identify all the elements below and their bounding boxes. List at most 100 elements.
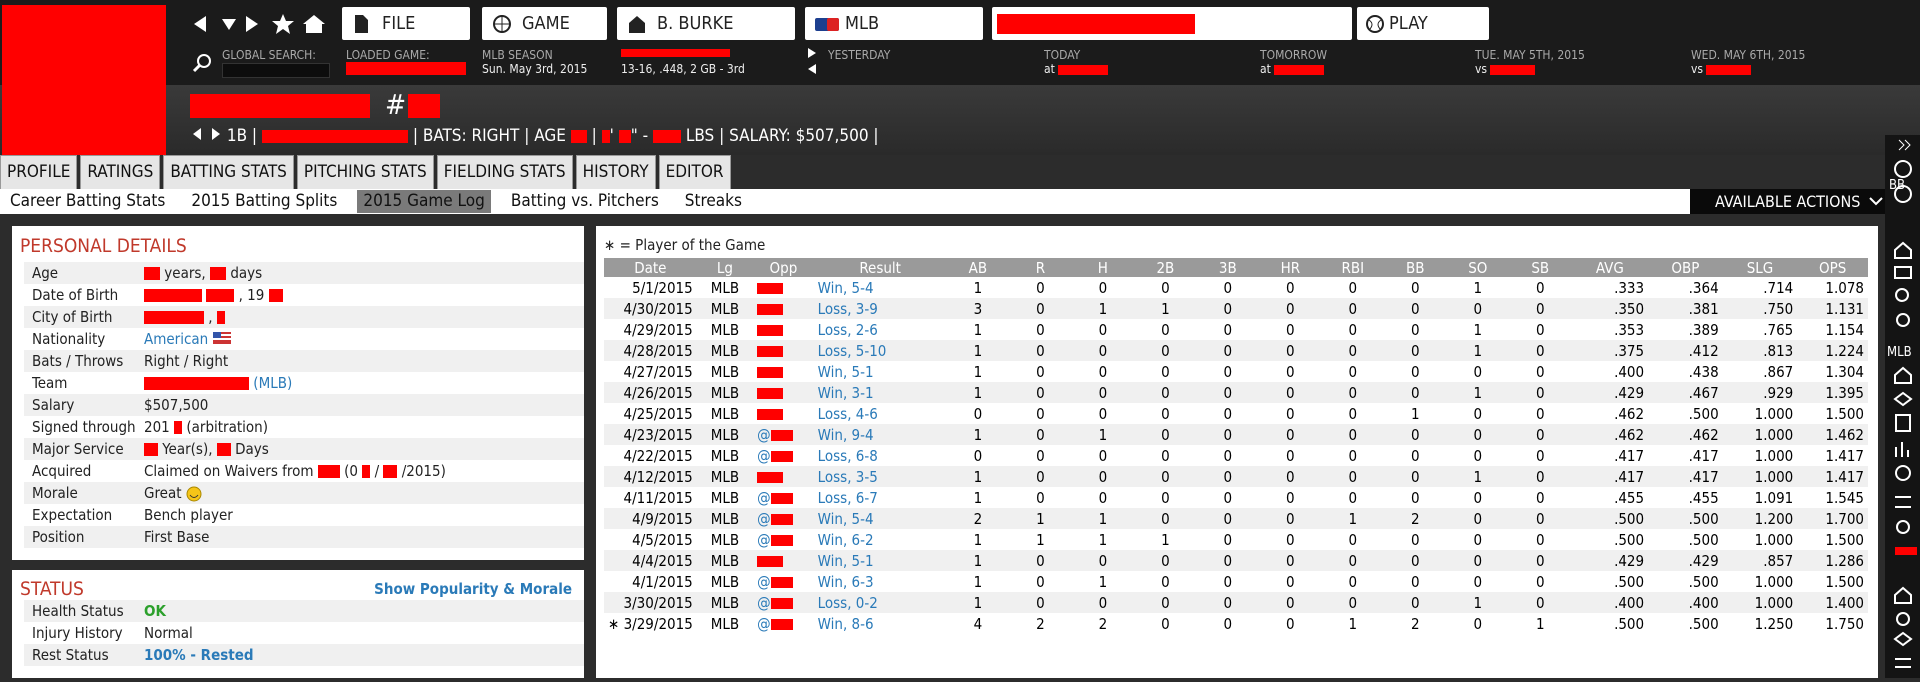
game-row: 4/29/2015 MLB Loss, 2-6 1 0 0 0 0 0 0 0 1 0 .353 .389.… <box>604 319 1868 340</box>
play-button[interactable]: PLAY <box>1357 7 1489 40</box>
result-link[interactable]: Win, 8-6 <box>817 614 874 633</box>
subtab[interactable]: 2015 Game Log <box>357 190 491 213</box>
cell: 1.091 <box>1754 488 1794 507</box>
cell: 0 <box>1446 508 1510 529</box>
game-button[interactable]: GAME <box>482 7 607 40</box>
cell: .417 <box>1688 446 1719 465</box>
cell: 0 <box>1134 382 1197 403</box>
nav-arrows[interactable] <box>192 12 332 36</box>
cell: 0 <box>1134 424 1197 445</box>
result-link[interactable]: Loss, 2-6 <box>817 320 878 339</box>
popularity-link[interactable]: Show Popularity & Morale <box>374 580 572 598</box>
column-header: RBI <box>1321 258 1385 277</box>
result-link[interactable]: Win, 9-4 <box>813 424 947 445</box>
cell: 0 <box>1509 424 1572 445</box>
day-arrows[interactable] <box>806 47 818 77</box>
opp-cell <box>753 403 813 424</box>
opp-cell: @ <box>753 487 813 508</box>
cell: 0 <box>1134 508 1197 529</box>
result-link[interactable]: Loss, 6-7 <box>817 488 878 507</box>
cell: .417 <box>1571 466 1649 487</box>
subtab[interactable]: Streaks <box>684 191 743 211</box>
cell: 2 <box>946 508 1010 529</box>
cell: 0 <box>1535 404 1545 423</box>
result-link[interactable]: Loss, 3-5 <box>813 466 947 487</box>
result-link[interactable]: Win, 5-1 <box>817 362 874 381</box>
result-link[interactable]: Loss, 4-6 <box>817 404 878 423</box>
league-button[interactable]: MLB <box>805 7 983 40</box>
result-link[interactable]: Win, 5-4 <box>817 278 874 297</box>
game-row: 4/27/2015 MLB Win, 5-1 1 0 0 0 0 0 0 0 0 0 .400 .438 .8… <box>604 361 1868 382</box>
opp-cell: @ <box>753 613 813 634</box>
detail-row: Bats / Throws Right / Right <box>24 350 584 372</box>
cell: .389 <box>1688 320 1719 339</box>
cell: 1.400 <box>1797 592 1868 613</box>
cell: .500 <box>1688 614 1719 633</box>
result-link[interactable]: Loss, 5-10 <box>813 340 947 361</box>
cell: 0 <box>1134 592 1197 613</box>
column-header: SLG <box>1722 258 1798 277</box>
cell: MLB <box>696 508 754 529</box>
player-arrows[interactable] <box>192 127 222 141</box>
sidebar-icons[interactable] <box>1885 135 1920 678</box>
column-header: H <box>1071 258 1135 277</box>
team-button[interactable] <box>992 7 1352 40</box>
cell: 0 <box>1446 424 1510 445</box>
detail-row: Signed through 201 (arbitration) <box>24 416 584 438</box>
cell: MLB <box>710 278 740 297</box>
opp-away: @ <box>757 425 771 444</box>
subtab[interactable]: Career Batting Stats <box>10 191 166 211</box>
cell: 0 <box>1223 404 1233 423</box>
cell: 0 <box>1286 320 1295 339</box>
result-link[interactable]: Win, 3-1 <box>813 382 947 403</box>
column-header: AVG <box>1571 258 1649 277</box>
cell: 0 <box>1259 298 1322 319</box>
cell: .400 <box>1571 592 1649 613</box>
actions-button[interactable]: AVAILABLE ACTIONS <box>1690 189 1885 214</box>
tab[interactable]: FIELDING STATS <box>436 155 573 189</box>
column-header: Result <box>813 258 947 277</box>
tab[interactable]: BATTING STATS <box>163 155 294 189</box>
opp-cell <box>753 550 814 571</box>
cell: 1 <box>946 340 1010 361</box>
subtab[interactable]: Batting vs. Pitchers <box>510 191 659 211</box>
manager-button[interactable]: B. BURKE <box>617 7 795 40</box>
column-header: OBP <box>1648 258 1723 277</box>
tab[interactable]: PROFILE <box>0 155 78 189</box>
column-header: Opp <box>753 258 814 277</box>
cell: 0 <box>1009 592 1072 613</box>
cell: .429 <box>1648 550 1723 571</box>
result-link[interactable]: Loss, 3-9 <box>813 298 947 319</box>
cell: 0 <box>1411 362 1420 381</box>
record: 13-16, .448, 2 GB - 3rd <box>621 62 745 76</box>
game-row: 4/11/2015 MLB @ Loss, 6-7 1 0 0 0 0 0 0 0 0 0 .455 .455… <box>604 487 1868 508</box>
detail-value: Right / Right <box>144 350 228 372</box>
cell: 0 <box>1259 508 1322 529</box>
cell: 0 <box>1071 382 1135 403</box>
tab[interactable]: HISTORY <box>575 155 656 189</box>
tab[interactable]: RATINGS <box>80 155 161 189</box>
detail-text: American <box>144 330 209 348</box>
result-link[interactable]: Loss, 6-8 <box>817 446 878 465</box>
cell: 0 <box>1509 508 1572 529</box>
number-sign: # <box>385 88 407 121</box>
cell: .375 <box>1571 340 1649 361</box>
search-input[interactable] <box>222 63 330 78</box>
cell: 0 <box>1384 340 1447 361</box>
file-button[interactable]: FILE <box>342 7 470 40</box>
tab[interactable]: PITCHING STATS <box>296 155 434 189</box>
cell: 1 <box>1446 466 1510 487</box>
today: TODAY <box>1044 48 1081 62</box>
result-link[interactable]: Win, 5-4 <box>813 508 947 529</box>
game-row: 4/1/2015 MLB @ Win, 6-3 1 0 1 0 0 0 0 0 0 0 .500 .500 1.… <box>604 571 1868 592</box>
cell: 4/23/2015 <box>604 424 697 445</box>
detail-label: City of Birth <box>32 308 113 326</box>
result-link[interactable]: Loss, 0-2 <box>813 592 947 613</box>
result-link[interactable]: Win, 5-1 <box>813 550 947 571</box>
tab[interactable]: EDITOR <box>658 155 731 189</box>
detail-text: years, <box>164 264 206 282</box>
result-link[interactable]: Win, 6-2 <box>817 530 874 549</box>
subtab[interactable]: 2015 Batting Splits <box>191 191 338 211</box>
result-link[interactable]: Win, 6-3 <box>817 572 874 591</box>
cell: .867 <box>1763 362 1794 381</box>
